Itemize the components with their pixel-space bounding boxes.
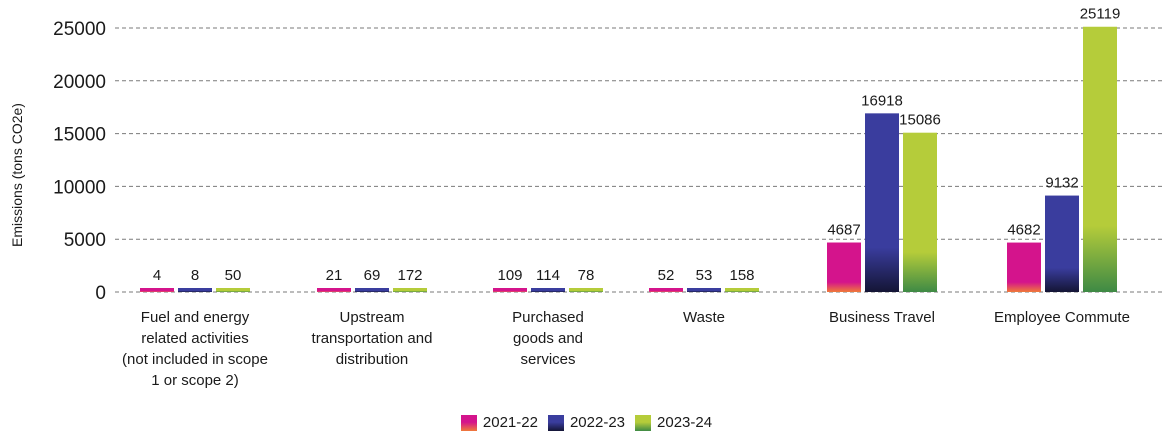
data-label: 53 — [696, 267, 713, 284]
category-label-line: transportation and — [312, 330, 433, 347]
data-label: 25119 — [1080, 6, 1121, 23]
y-axis-label: Emissions (tons CO2e) — [9, 103, 25, 247]
data-label: 109 — [497, 267, 522, 284]
data-label: 172 — [397, 267, 422, 284]
legend-swatch — [635, 414, 652, 431]
category-label-line: Waste — [683, 309, 725, 326]
category-labels: Fuel and energy related activities (not in… — [122, 309, 1130, 389]
bar-chart: 0 5000 10000 15000 20000 25000 Emissions (ton… — [9, 6, 1165, 389]
category-label-line: services — [520, 351, 575, 368]
category-label: Upstream transportation and distribution — [312, 309, 433, 368]
category-label-line: 1 or scope 2) — [151, 372, 239, 389]
y-tick-label: 10000 — [53, 177, 106, 198]
y-tick-label: 25000 — [53, 19, 106, 40]
bar-2021-22 — [649, 288, 683, 292]
bar-2023-24 — [725, 288, 759, 292]
bar-2023-24 — [216, 288, 250, 292]
legend-item: 2023-24 — [635, 414, 712, 431]
bar-2023-24 — [393, 288, 427, 292]
category-label-line: distribution — [336, 351, 409, 368]
bars — [140, 26, 1117, 293]
category-label-line: (not included in scope — [122, 351, 268, 368]
data-label: 114 — [536, 267, 560, 284]
bar-2021-22 — [493, 288, 527, 292]
legend-label: 2022-23 — [569, 414, 626, 431]
bar-2023-24 — [903, 132, 937, 292]
category-label-line: Business Travel — [829, 309, 935, 326]
data-label: 4687 — [827, 222, 860, 239]
bar-2021-22 — [317, 288, 351, 292]
legend-swatch — [460, 414, 477, 431]
category-label: Employee Commute — [994, 309, 1130, 326]
gridlines — [115, 27, 1165, 293]
legend-swatch — [547, 414, 564, 431]
data-label: 52 — [658, 267, 675, 284]
data-label: 4682 — [1007, 222, 1040, 239]
y-tick-label: 0 — [95, 283, 106, 304]
legend-item: 2021-22 — [460, 414, 538, 431]
data-label: 16918 — [861, 92, 903, 109]
data-label: 9132 — [1045, 175, 1078, 192]
bar-2022-23 — [178, 288, 212, 292]
data-label: 158 — [729, 267, 754, 284]
data-label: 15086 — [899, 112, 941, 129]
y-tick-label: 5000 — [64, 230, 106, 251]
category-label-line: goods and — [513, 330, 583, 347]
bar-2022-23 — [531, 288, 565, 292]
y-axis-ticks: 0 5000 10000 15000 20000 25000 — [53, 19, 106, 304]
data-label: 8 — [191, 267, 199, 284]
category-label: Business Travel — [829, 309, 935, 326]
category-label-line: related activities — [141, 330, 249, 347]
data-label: 69 — [364, 267, 381, 284]
bar-2022-23 — [865, 113, 899, 292]
bar-2021-22 — [140, 288, 174, 292]
data-label: 4 — [153, 267, 161, 284]
legend-label: 2023-24 — [657, 414, 713, 431]
category-label-line: Fuel and energy — [141, 309, 250, 326]
data-label: 50 — [225, 267, 242, 284]
bar-2022-23 — [687, 288, 721, 292]
y-tick-label: 15000 — [53, 125, 106, 146]
legend-label: 2021-22 — [482, 414, 538, 431]
bar-2022-23 — [355, 288, 389, 292]
bar-2023-24 — [1083, 26, 1117, 293]
y-tick-label: 20000 — [53, 72, 106, 93]
category-label-line: Employee Commute — [994, 309, 1130, 326]
category-label-line: Purchased — [512, 309, 584, 326]
category-label: Purchased goods and services — [512, 309, 584, 368]
bar-2022-23 — [1045, 195, 1079, 292]
data-label: 21 — [326, 267, 343, 284]
data-labels: 4 8 50 21 69 172 109 114 78 52 53 158 4687 16918 15086… — [153, 6, 1120, 284]
legend: 2021-22 2022-23 2023-24 — [0, 414, 1173, 431]
category-label-line: Upstream — [339, 309, 404, 326]
legend-item: 2022-23 — [547, 414, 626, 431]
data-label: 78 — [578, 267, 595, 284]
bar-2021-22 — [827, 242, 861, 292]
bar-2021-22 — [1007, 242, 1041, 292]
bar-2023-24 — [569, 288, 603, 292]
category-label: Fuel and energy related activities (not in… — [122, 309, 268, 389]
category-label: Waste — [683, 309, 725, 326]
